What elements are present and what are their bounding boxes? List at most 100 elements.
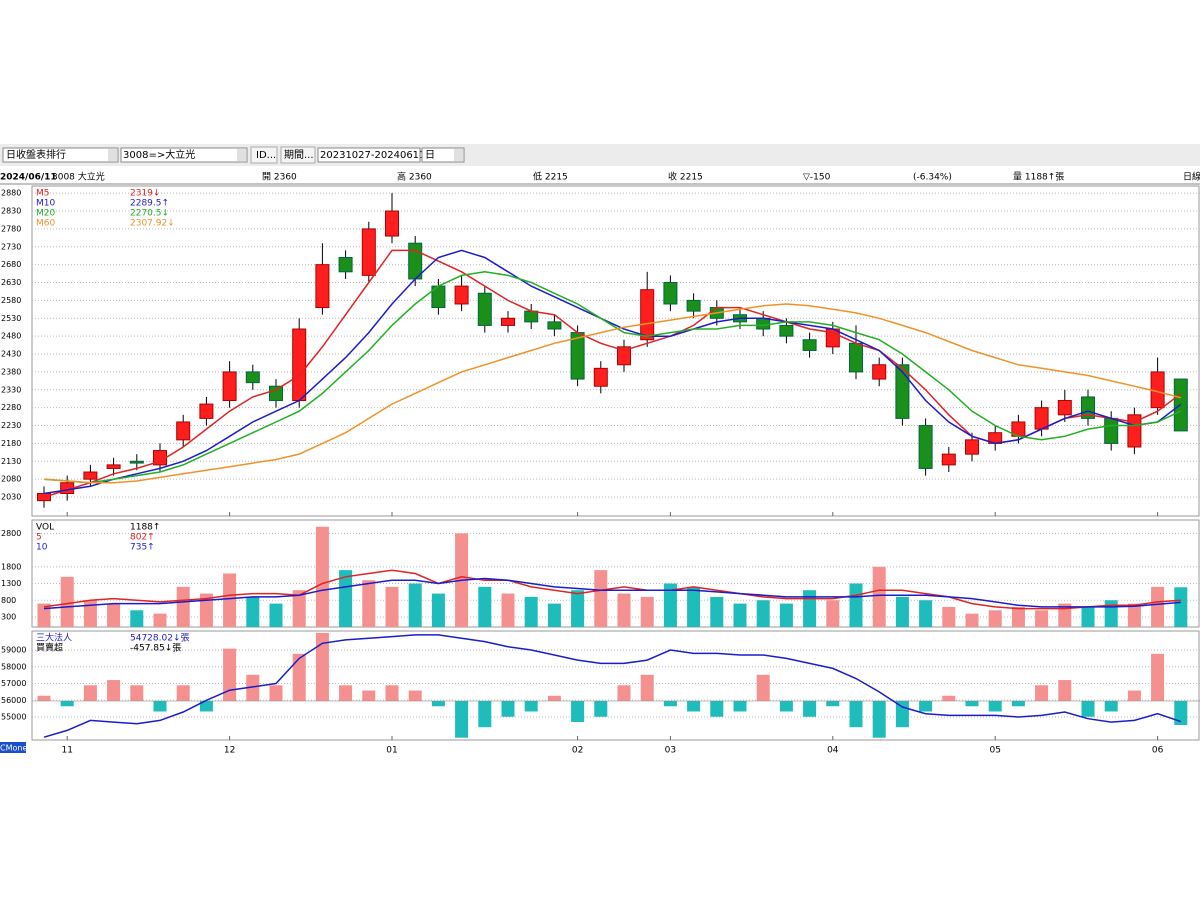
period-text: 20231027-20240611: [320, 150, 425, 161]
ma-line: [43, 271, 1182, 484]
net-bar: [849, 701, 863, 728]
candle-body: [1127, 414, 1142, 448]
y-tick-label: 2430: [1, 350, 21, 359]
volume-bar: [269, 603, 283, 627]
volume-bar: [176, 586, 190, 627]
net-bar: [826, 701, 840, 707]
volume-bar: [710, 596, 724, 627]
candle-body: [965, 439, 979, 455]
candle-body: [872, 364, 887, 380]
net-bar: [478, 701, 492, 728]
y-tick-label: 1300: [1, 579, 21, 588]
net-bar: [362, 690, 376, 702]
legend-name: VOL: [36, 523, 54, 533]
volume-bar: [919, 600, 933, 627]
candle-body: [338, 257, 353, 273]
candle-body: [315, 264, 330, 309]
info-low: 低 2215: [533, 171, 568, 183]
volume-bar: [153, 613, 167, 627]
y-tick-label: 59000: [1, 646, 26, 655]
ma-line: [43, 249, 1182, 498]
legend-value: 1188↑: [130, 523, 160, 533]
net-bar: [455, 701, 469, 738]
y-tick-label: 2730: [1, 242, 21, 251]
y-tick-label: 2230: [1, 421, 21, 430]
net-bar: [107, 680, 121, 702]
volume-bar: [1104, 600, 1118, 627]
y-tick-label: 55000: [1, 713, 26, 722]
legend-name: 買賣超: [36, 642, 63, 654]
net-bar: [1058, 680, 1072, 702]
net-bar: [60, 701, 74, 707]
net-bar: [1151, 653, 1165, 702]
candle-body: [385, 210, 399, 237]
y-tick-label: 2830: [1, 207, 21, 216]
ma-line: [43, 634, 1182, 738]
y-tick-label: 2080: [1, 475, 21, 484]
period-input[interactable]: [317, 147, 421, 163]
candle-body: [1057, 400, 1072, 416]
net-bar: [1104, 701, 1118, 712]
x-tick-label: 06: [1152, 746, 1164, 756]
net-bar: [1035, 685, 1049, 702]
volume-bar: [1035, 610, 1049, 627]
candle-body: [292, 328, 307, 402]
dropdown-arrow[interactable]: [454, 149, 463, 161]
net-bar: [269, 685, 283, 702]
candle-body: [454, 285, 469, 305]
info-change-pct: (-6.34%): [913, 173, 952, 183]
volume-bar: [872, 566, 886, 627]
stock-select[interactable]: [120, 147, 248, 163]
volume-bar: [663, 583, 677, 627]
volume-bar: [571, 590, 585, 627]
candle-body: [663, 282, 678, 305]
x-tick-label: 11: [61, 746, 72, 756]
dropdown-arrow[interactable]: [237, 149, 246, 161]
net-bar: [1127, 690, 1141, 702]
volume-bar: [339, 570, 353, 627]
net-bar: [710, 701, 724, 717]
volume-bar: [826, 600, 840, 627]
net-bar: [756, 674, 770, 702]
candle-body: [361, 228, 376, 276]
legend-value: -457.85↓張: [130, 643, 181, 654]
id-button-text: ID...: [256, 150, 276, 161]
volume-bar: [1127, 603, 1141, 627]
candle-body: [83, 471, 98, 480]
y-tick-label: 2780: [1, 224, 21, 233]
period-button[interactable]: [280, 146, 316, 164]
legend-name: 三大法人: [36, 632, 72, 644]
y-tick-label: 56000: [1, 696, 26, 705]
candle-body: [245, 371, 260, 384]
menu-select[interactable]: [2, 147, 119, 163]
volume-bar: [37, 603, 51, 627]
y-tick-label: 1800: [1, 562, 21, 571]
net-bar: [385, 685, 399, 702]
candle-body: [918, 425, 933, 469]
y-tick-label: 2880: [1, 189, 21, 198]
net-bar: [617, 685, 631, 702]
volume-bar: [524, 596, 538, 627]
frequency-select[interactable]: [421, 147, 465, 163]
candle-body: [1034, 407, 1049, 430]
legend-value: 735↑: [130, 543, 155, 553]
footer-text: CMoney: [0, 744, 32, 753]
volume-bar: [640, 596, 654, 627]
candle-body: [686, 299, 701, 312]
net-bar: [1081, 701, 1095, 717]
x-tick-label: 03: [665, 746, 676, 756]
candle-body: [176, 421, 191, 441]
net-bar: [640, 674, 654, 702]
volume-bar: [756, 600, 770, 627]
candle-body: [477, 292, 492, 326]
dropdown-arrow[interactable]: [108, 149, 117, 161]
volume-bar: [965, 613, 979, 627]
y-tick-label: 2630: [1, 278, 21, 287]
id-button[interactable]: [250, 146, 278, 164]
candle-body: [1081, 396, 1095, 419]
net-bar: [501, 701, 515, 717]
volume-bar: [362, 580, 376, 627]
volume-bar: [315, 526, 329, 627]
net-bar: [1174, 701, 1188, 726]
net-bar: [339, 685, 353, 702]
